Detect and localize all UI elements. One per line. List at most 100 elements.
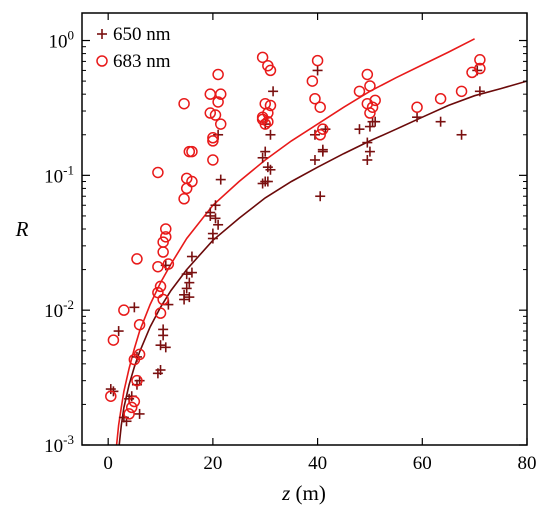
point-650nm <box>257 178 268 189</box>
point-683nm <box>131 253 143 265</box>
point-650nm <box>309 154 320 165</box>
point-683nm <box>133 348 146 361</box>
y-tick-label: 10-3 <box>44 432 74 457</box>
point-683nm <box>118 304 130 316</box>
point-650nm <box>364 121 375 132</box>
x-axis-label: z (m) <box>281 481 326 505</box>
x-tick-label: 80 <box>518 453 537 474</box>
fit-curve-650nm <box>118 80 527 445</box>
point-683nm <box>178 97 190 110</box>
point-650nm <box>155 340 166 351</box>
point-683nm <box>125 401 138 414</box>
point-683nm <box>212 68 224 81</box>
point-650nm <box>155 364 166 375</box>
y-tick-label: 10-2 <box>44 297 74 322</box>
point-683nm <box>204 88 217 100</box>
point-650nm <box>456 129 467 140</box>
point-683nm <box>455 85 468 98</box>
point-683nm <box>361 68 374 81</box>
point-683nm <box>162 258 175 270</box>
point-650nm <box>131 351 142 362</box>
point-650nm <box>312 65 323 76</box>
legend: 650 nm 683 nm <box>96 24 171 72</box>
point-683nm <box>207 132 219 144</box>
point-683nm <box>207 154 219 166</box>
x-axis-variable: z <box>281 481 290 505</box>
y-tick-label: 10-1 <box>44 162 74 187</box>
point-683nm <box>133 318 146 331</box>
point-683nm <box>306 75 319 87</box>
point-683nm <box>262 107 274 119</box>
fit-curve-683nm <box>115 38 475 445</box>
point-650nm <box>205 207 216 218</box>
point-683nm <box>160 231 172 243</box>
point-650nm <box>113 326 124 337</box>
point-650nm <box>262 176 273 187</box>
point-650nm <box>364 146 375 157</box>
point-650nm <box>160 342 171 353</box>
point-683nm <box>369 94 381 107</box>
point-683nm <box>317 123 329 135</box>
point-683nm <box>364 80 376 92</box>
point-650nm <box>184 292 195 303</box>
point-683nm <box>262 115 274 128</box>
point-650nm <box>129 302 140 313</box>
legend-marker-650nm <box>97 29 107 39</box>
point-650nm <box>474 86 485 97</box>
legend-circle-marker <box>96 55 108 67</box>
point-650nm <box>354 124 365 135</box>
point-683nm <box>311 54 324 67</box>
point-683nm <box>256 51 269 64</box>
point-650nm <box>186 251 197 262</box>
point-650nm <box>184 277 195 288</box>
point-683nm <box>366 101 379 113</box>
point-650nm <box>134 408 145 419</box>
x-axis-unit: (m) <box>290 481 326 505</box>
point-683nm <box>212 96 224 108</box>
point-683nm <box>152 260 164 273</box>
point-683nm <box>128 395 141 408</box>
legend-plus-marker <box>97 29 107 39</box>
point-683nm <box>309 92 321 105</box>
point-683nm <box>157 246 169 258</box>
point-650nm <box>435 116 446 127</box>
point-683nm <box>474 54 486 66</box>
point-683nm <box>180 182 193 195</box>
point-683nm <box>157 293 169 306</box>
point-650nm <box>215 174 226 185</box>
point-683nm <box>131 374 143 387</box>
point-650nm <box>207 228 218 239</box>
axis-ticks: 0 20 40 60 80 10-3 10-2 10-1 100 <box>44 13 537 474</box>
plot-frame <box>81 12 528 446</box>
point-683nm <box>204 107 217 119</box>
point-650nm <box>362 137 373 148</box>
point-650nm <box>181 269 192 280</box>
point-650nm <box>260 146 271 157</box>
point-650nm <box>315 191 326 202</box>
point-683nm <box>157 236 169 248</box>
point-650nm <box>262 162 273 173</box>
point-650nm <box>210 213 221 224</box>
point-650nm <box>213 219 224 230</box>
point-683nm <box>107 334 120 346</box>
point-683nm <box>123 408 135 420</box>
point-683nm <box>474 62 486 75</box>
legend-marker-683nm <box>96 55 108 67</box>
point-650nm <box>210 200 221 211</box>
point-683nm <box>160 223 172 235</box>
point-683nm <box>264 64 277 77</box>
point-650nm <box>265 164 276 175</box>
y-axis-label: R <box>15 217 29 241</box>
point-683nm <box>364 107 376 119</box>
x-tick-label: 20 <box>203 453 222 474</box>
point-650nm <box>158 324 169 335</box>
point-683nm <box>214 88 227 100</box>
point-683nm <box>209 109 222 121</box>
point-683nm <box>154 307 167 319</box>
point-683nm <box>178 193 190 205</box>
point-650nm <box>268 86 279 97</box>
point-650nm <box>370 116 381 127</box>
point-683nm <box>434 92 447 105</box>
point-650nm <box>186 267 197 278</box>
